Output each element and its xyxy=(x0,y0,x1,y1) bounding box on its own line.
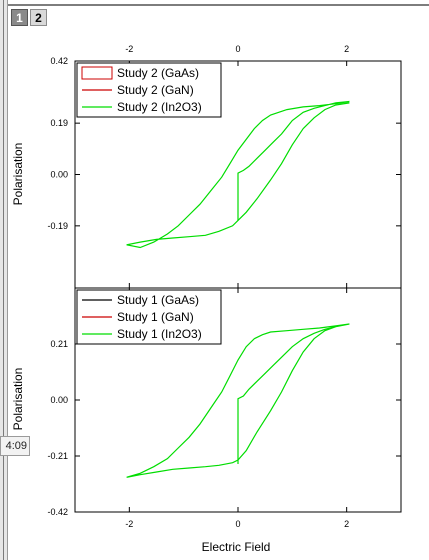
legend-entry-label: Study 1 (In2O3) xyxy=(117,327,202,341)
x-tick-label: 0 xyxy=(235,44,240,54)
legend-entry-label: Study 1 (GaN) xyxy=(117,310,194,324)
x-tick-label: 2 xyxy=(344,44,349,54)
series-line-in2o3 xyxy=(126,323,350,478)
y-tick-label: -0.21 xyxy=(47,451,68,461)
x-tick-label: 2 xyxy=(344,519,349,529)
window-left-border xyxy=(0,0,8,560)
y-tick-label: -0.19 xyxy=(47,221,68,231)
legend-entry-label: Study 2 (GaAs) xyxy=(117,66,199,80)
layer-tab-1[interactable]: 1 xyxy=(11,9,28,26)
layer-tab-2[interactable]: 2 xyxy=(30,9,47,26)
legend-entry-label: Study 1 (GaAs) xyxy=(117,293,199,307)
x-tick-label: 0 xyxy=(235,519,240,529)
legend-entry-label: Study 2 (GaN) xyxy=(117,83,194,97)
y-axis-title: Polarisation xyxy=(11,143,25,206)
y-tick-label: 0.00 xyxy=(50,395,68,405)
series-line-in2o3 xyxy=(126,100,350,249)
y-tick-label: -0.42 xyxy=(47,507,68,517)
x-axis-title: Electric Field xyxy=(202,540,271,554)
legend-entry-label: Study 2 (In2O3) xyxy=(117,100,202,114)
legend-swatch xyxy=(81,66,113,80)
y-tick-label: 0.42 xyxy=(50,56,68,66)
y-tick-label: 0.21 xyxy=(50,339,68,349)
x-tick-label: -2 xyxy=(125,519,133,529)
top-panel: 0.19 0.00 -0.19 0.42 -2 0 2 Polarisation Study 2… xyxy=(11,44,402,289)
timer-badge: 4:09 xyxy=(0,436,30,456)
y-tick-label: 0.19 xyxy=(50,118,68,128)
y-tick-label: 0.00 xyxy=(50,170,68,180)
window-left-border-line xyxy=(3,0,4,560)
x-tick-label: -2 xyxy=(125,44,133,54)
y-axis-title: Polarisation xyxy=(11,368,25,431)
window-top-border xyxy=(8,4,429,6)
bottom-panel: 0.21 0.00 -0.21 -0.42 -2 0 2 Polarisation Study … xyxy=(11,287,402,529)
